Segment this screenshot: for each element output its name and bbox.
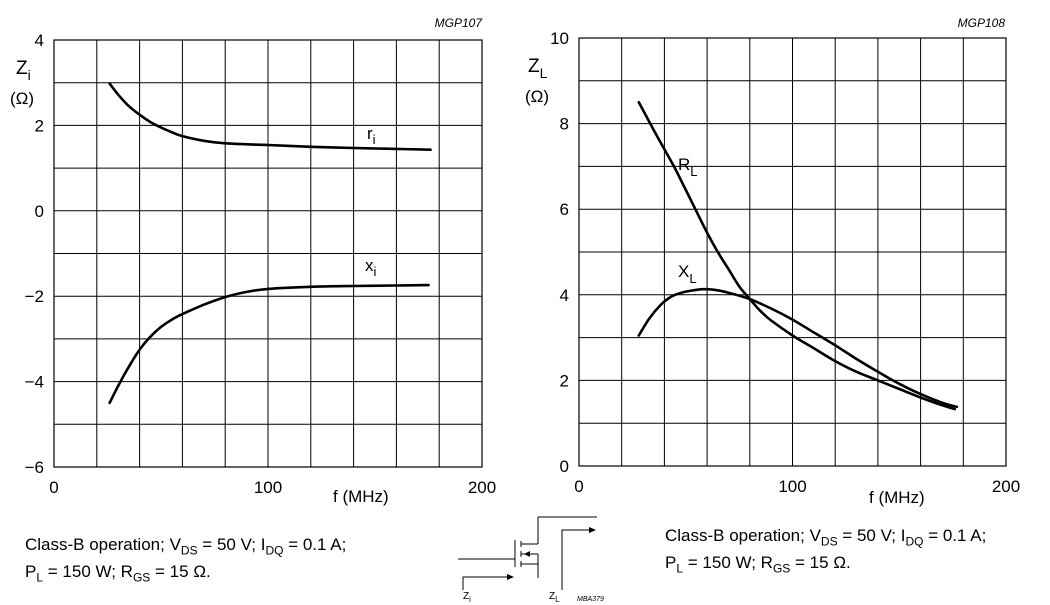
chart2-frame — [578, 37, 1007, 467]
chart1-x-ticks: 0 100 200 — [49, 478, 496, 497]
transistor-arrow-icon — [524, 551, 530, 557]
arrowhead-input-icon — [507, 574, 514, 580]
chart2-grid — [579, 38, 1006, 466]
x-tick-label: 200 — [992, 477, 1020, 496]
chart2-y-unit: (Ω) — [525, 87, 549, 106]
chart2-y-label: ZL — [528, 56, 548, 81]
y-tick-label: 6 — [560, 200, 569, 219]
series-label-rl: RL — [678, 155, 698, 179]
y-tick-label: −2 — [25, 287, 44, 306]
series-xl — [637, 287, 959, 409]
chart1-x-label: f (MHz) — [333, 487, 389, 506]
caption-left: Class-B operation; VDS = 50 V; IDQ = 0.1… — [25, 534, 346, 589]
chart1-y-ticks: 4 2 0 −2 −4 −6 — [25, 31, 44, 477]
chart2-x-label: f (MHz) — [869, 488, 925, 507]
chart1-series — [108, 82, 432, 405]
chart-load-impedance: 10 8 6 4 2 0 0 100 200 MGP108 ZL (Ω) f (MHz) RL… — [525, 16, 1020, 507]
chart2-y-ticks: 10 8 6 4 2 0 — [550, 29, 569, 476]
caption-right-line2: PL = 150 W; RGS = 15 Ω. — [665, 553, 851, 576]
y-tick-label: 0 — [560, 457, 569, 476]
y-tick-label: 2 — [560, 371, 569, 390]
chart-input-impedance: 420−2−4−6 0 100 200 MGP107 Zi (Ω) f (MHz) … — [10, 16, 496, 506]
y-tick-label: 4 — [35, 31, 44, 50]
chart2-code: MGP108 — [958, 16, 1006, 30]
x-tick-label: 100 — [254, 478, 282, 497]
y-tick-label: 8 — [560, 115, 569, 134]
x-tick-label: 0 — [49, 478, 58, 497]
caption-left-line1: Class-B operation; VDS = 50 V; IDQ = 0.1… — [25, 535, 347, 558]
y-tick-label: 4 — [560, 286, 569, 305]
schematic-code: MBA379 — [577, 596, 604, 603]
series-ri — [108, 82, 432, 151]
x-tick-label: 100 — [778, 477, 806, 496]
arrowhead-output-icon — [589, 527, 596, 533]
chart1-code: MGP107 — [435, 16, 484, 30]
schematic-zl-label: ZL — [549, 591, 560, 604]
chart1-frame — [53, 39, 483, 468]
transistor-schematic — [458, 516, 597, 590]
chart1-grid — [54, 40, 482, 467]
series-rl — [637, 100, 957, 411]
schematic-zi-label: Zi — [463, 591, 471, 604]
series-label-xl: XL — [678, 262, 697, 286]
chart2-series — [637, 100, 959, 411]
x-tick-label: 200 — [468, 478, 496, 497]
series-label-ri: ri — [367, 124, 376, 147]
caption-left-line2: PL = 150 W; RGS = 15 Ω. — [25, 562, 211, 585]
chart1-y-unit: (Ω) — [10, 89, 34, 108]
y-tick-label: 2 — [35, 116, 44, 135]
y-tick-label: 10 — [550, 29, 569, 48]
y-tick-label: 0 — [35, 202, 44, 221]
x-tick-label: 0 — [574, 477, 583, 496]
chart1-y-label: Zi — [16, 58, 31, 83]
caption-right: Class-B operation; VDS = 50 V; IDQ = 0.1… — [665, 525, 986, 580]
series-xi — [108, 283, 430, 405]
y-tick-label: −6 — [25, 458, 44, 477]
series-label-xi: xi — [365, 256, 377, 279]
chart2-x-ticks: 0 100 200 — [574, 477, 1020, 496]
caption-right-line1: Class-B operation; VDS = 50 V; IDQ = 0.1… — [665, 526, 987, 549]
y-tick-label: −4 — [25, 373, 44, 392]
